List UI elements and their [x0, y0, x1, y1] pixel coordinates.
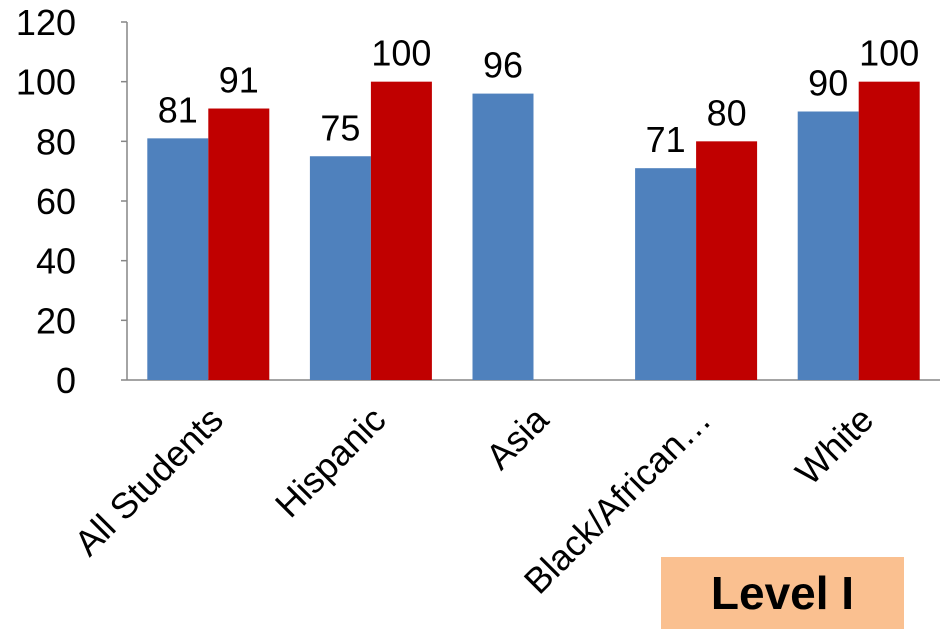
y-tick-label: 0 — [56, 360, 76, 401]
y-tick-label: 80 — [36, 121, 76, 162]
x-tick-label: All Students — [66, 399, 231, 564]
bar — [147, 138, 209, 380]
bar — [208, 108, 270, 381]
bar-value-label: 71 — [646, 119, 686, 160]
bar-value-label: 91 — [219, 60, 259, 101]
y-tick-label: 40 — [36, 241, 76, 282]
y-tick-label: 120 — [16, 2, 76, 43]
bar-value-label: 81 — [158, 89, 198, 130]
y-tick-label: 100 — [16, 62, 76, 103]
bar — [858, 81, 920, 381]
y-tick-label: 20 — [36, 300, 76, 341]
bar — [309, 156, 371, 380]
x-tick-label: Hispanic — [267, 399, 394, 526]
x-tick-label: White — [787, 399, 881, 493]
bar — [370, 81, 432, 381]
bar-value-label: 96 — [483, 45, 523, 86]
bar-value-label: 90 — [808, 63, 848, 104]
bar-value-label: 80 — [707, 92, 747, 133]
bar-value-label: 100 — [371, 33, 431, 74]
bar — [635, 168, 697, 380]
bar-value-label: 75 — [320, 107, 360, 148]
bar — [797, 111, 859, 380]
bar — [696, 141, 758, 380]
y-tick-label: 60 — [36, 181, 76, 222]
x-tick-label: Asia — [478, 398, 557, 477]
bar — [472, 93, 534, 380]
bar-value-label: 100 — [859, 33, 919, 74]
level-badge: Level I — [661, 557, 904, 629]
